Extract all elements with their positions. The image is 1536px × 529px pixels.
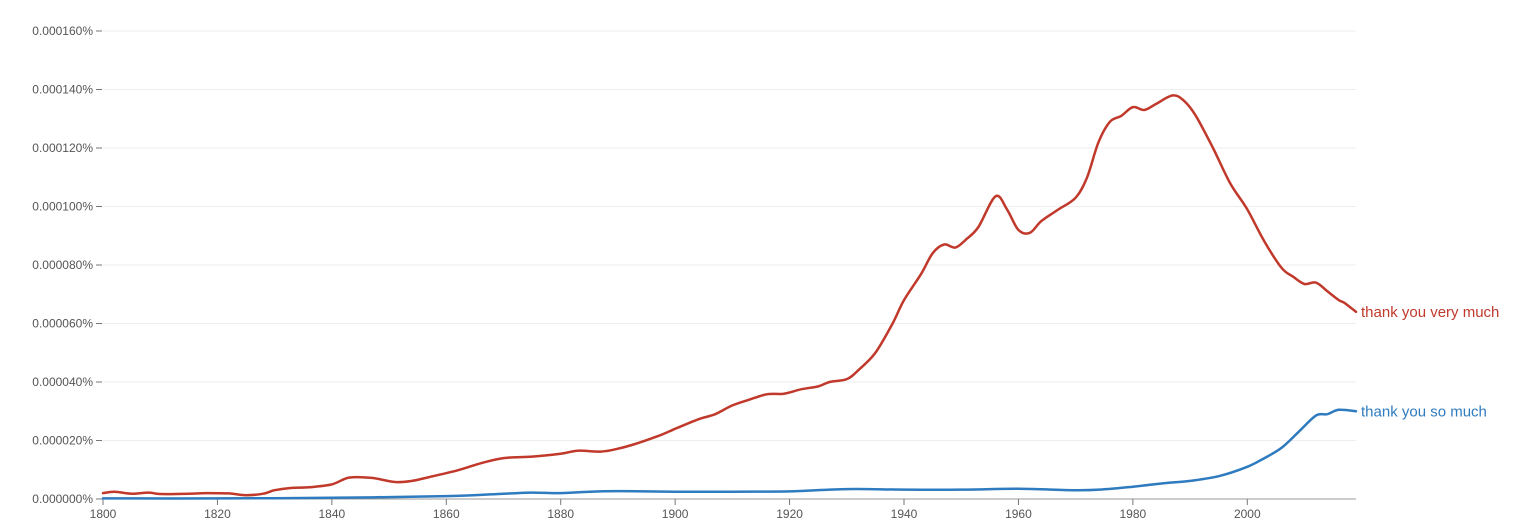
y-tick-label: 0.000080% [32,258,93,272]
y-tick-label: 0.000060% [32,317,93,331]
x-tick-label: 1800 [90,507,117,521]
x-tick-label: 1860 [433,507,460,521]
axes: 0.000000% 0.000020% 0.000040% 0.000060% 0.00… [32,24,1356,521]
x-tick-label: 2000 [1234,507,1261,521]
y-tick-label: 0.000120% [32,141,93,155]
gridlines [103,30,1356,441]
y-tick-label: 0.000000% [32,492,93,506]
x-tick-label: 1960 [1005,507,1032,521]
x-tick-label: 1920 [776,507,803,521]
x-tick-label: 1940 [891,507,918,521]
series-lines [101,94,1358,500]
y-tick-label: 0.000040% [32,375,93,389]
y-tick-label: 0.000100% [32,200,93,214]
series-labels: thank you very much thank you so much [1361,304,1499,420]
series-label-thank-you-very-much: thank you very much [1361,304,1499,321]
series-line-thank-you-so-much[interactable] [101,408,1358,500]
x-tick-label: 1980 [1120,507,1147,521]
x-tick-label: 1820 [204,507,231,521]
x-tick-label: 1840 [319,507,346,521]
y-tick-label: 0.000140% [32,83,93,97]
series-line-thank-you-very-much[interactable] [101,94,1358,497]
series-label-thank-you-so-much: thank you so much [1361,403,1487,420]
x-tick-label: 1900 [662,507,689,521]
x-tick-label: 1880 [547,507,574,521]
y-tick-label: 0.000160% [32,24,93,38]
y-tick-label: 0.000020% [32,434,93,448]
